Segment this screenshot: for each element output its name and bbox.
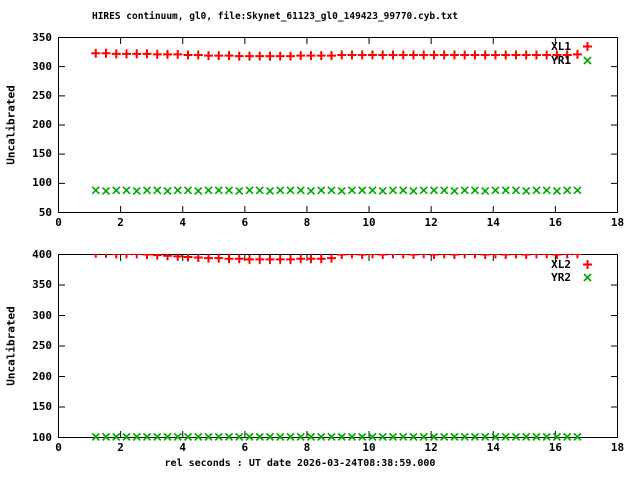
x-tick-label: 4 [179,441,187,454]
y-tick-label: 350 [32,278,52,291]
y-tick-label: 200 [32,118,52,131]
x-tick-label: 14 [486,216,500,229]
x-tick-label: 4 [179,216,187,229]
y-tick-label: 200 [32,369,52,383]
x-tick-label: 12 [424,441,438,454]
chart-title: HIRES continuum, gl0, file:Skynet_61123_… [91,11,459,22]
plot-border [58,37,618,213]
y-tick-label: 100 [32,176,52,190]
legend-marker-path [583,56,592,65]
legend-marker-path [583,42,592,51]
x-tick-label: 0 [55,441,62,454]
y-tick-label: 300 [32,308,52,322]
axis-ticks [58,254,618,438]
x-tick-label: 10 [362,216,376,229]
plot-canvas-bottom [58,254,618,441]
legend-label-yr1: YR1 [551,54,571,67]
top-plot-panel [58,37,618,218]
y-tick-label: 50 [38,205,52,219]
y-tick-label: 250 [32,88,52,102]
y-tick-label: 100 [32,430,52,444]
legend-marker-path [583,260,592,269]
legend-entry-yr2: YR2 [551,271,594,284]
x-tick-label: 2 [117,216,124,229]
legend-cross-glyph [583,56,592,65]
legend-plus-glyph [583,42,592,51]
x-axis-label: rel seconds : UT date 2026-03-24T08:38:5… [164,458,436,469]
y-tick-label: 150 [32,147,52,161]
axis-ticks [58,37,618,213]
legend-label-xl2: XL2 [551,258,571,271]
y-tick-label: 300 [32,59,52,73]
x-tick-label: 18 [610,216,625,229]
x-tick-label: 10 [362,441,376,454]
x-tick-label: 6 [241,216,249,229]
series-markers-yr1 [91,186,582,196]
plot-border [58,254,618,438]
series-markers-yr2 [91,432,582,441]
series-markers-xl1 [91,48,582,61]
x-tick-label: 2 [117,441,124,454]
legend-entry-yr1: YR1 [551,54,594,67]
x-tick-label: 0 [55,216,62,229]
series-markers-xl2 [91,254,582,264]
plus-marker-icon [581,258,594,271]
legend-plus-glyph [583,260,592,269]
y-tick-label: 250 [32,339,52,352]
x-tick-label: 8 [303,216,311,229]
x-tick-label: 12 [424,216,438,229]
plus-marker-icon [581,40,594,53]
legend-cross-glyph [583,273,592,282]
x-tick-label: 6 [241,441,249,454]
plot-canvas-top [58,37,618,213]
legend-entry-xl1: XL1 [551,40,594,53]
bottom-plot-panel [58,254,618,443]
cross-marker-icon [581,271,594,284]
y-tick-label: 400 [32,247,52,261]
y-tick-label: 150 [32,400,52,413]
x-tick-label: 16 [548,441,562,454]
cross-marker-icon [581,54,594,67]
y-tick-label: 350 [32,30,52,44]
x-tick-label: 16 [548,216,562,229]
x-tick-label: 14 [486,441,500,454]
legend-label-xl1: XL1 [551,40,571,53]
legend-label-yr2: YR2 [551,271,571,284]
x-tick-label: 18 [610,441,625,454]
legend-marker-path [583,273,592,282]
legend-entry-xl2: XL2 [551,258,594,271]
x-tick-label: 8 [303,441,311,454]
